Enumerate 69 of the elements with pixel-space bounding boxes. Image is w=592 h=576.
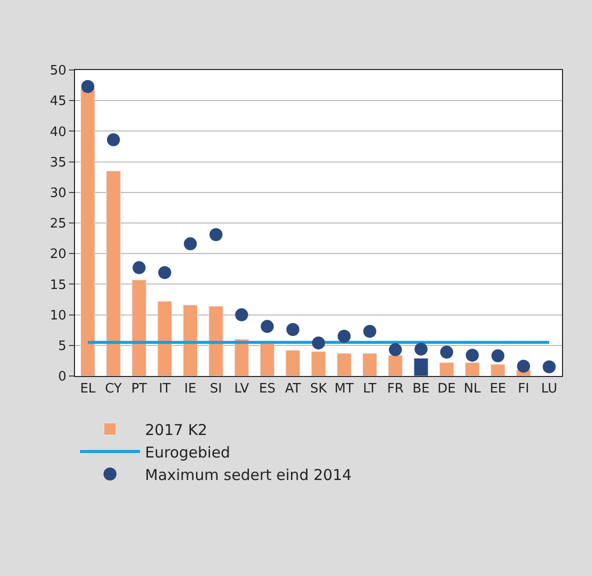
y-tick-label: 30 [50, 186, 66, 201]
bar [464, 362, 480, 376]
point [81, 80, 94, 94]
point [235, 308, 248, 322]
y-tick-label: 10 [50, 308, 66, 324]
point [312, 336, 325, 350]
point [286, 322, 300, 336]
legend-label: Maximum sedert eind 2014 [145, 466, 352, 484]
x-tick-label: LT [363, 382, 377, 397]
bar [336, 353, 352, 376]
y-tick-label: 35 [50, 155, 66, 170]
y-tick-label: 50 [50, 64, 66, 79]
point [260, 320, 274, 333]
x-tick-label: IE [184, 382, 196, 397]
y-tick-label: 0 [58, 370, 66, 385]
point [184, 237, 197, 250]
bar [132, 280, 146, 376]
bar [260, 343, 275, 376]
legend-label: Eurogebied [145, 443, 230, 462]
point [158, 266, 172, 280]
point [466, 348, 479, 362]
point [440, 346, 454, 359]
y-tick-label: 25 [50, 216, 66, 232]
y-tick-label: 40 [50, 124, 66, 140]
point [209, 228, 222, 242]
bar [208, 306, 224, 376]
bar [439, 362, 454, 376]
x-tick-label: MT [334, 382, 354, 397]
x-tick-label: SI [210, 382, 222, 397]
x-tick-label: BE [412, 382, 430, 397]
bar [80, 88, 96, 376]
y-tick-label: 5 [58, 338, 66, 354]
y-tick-label: 15 [50, 278, 66, 293]
x-tick-label: ES [259, 382, 276, 397]
bar [311, 351, 326, 376]
bar [388, 354, 403, 376]
x-tick-label: NL [464, 382, 482, 397]
bar [157, 301, 172, 376]
bar [286, 350, 300, 376]
x-tick-label: EL [80, 382, 96, 397]
point [542, 360, 556, 374]
x-tick-label: CY [105, 382, 122, 397]
x-tick-label: FI [518, 382, 530, 397]
x-tick-label: IT [158, 382, 171, 397]
bar [183, 304, 198, 376]
x-tick-label: LU [541, 382, 558, 397]
bar [490, 364, 506, 376]
point [388, 343, 402, 356]
x-tick-label: PT [131, 382, 148, 397]
bar [234, 339, 249, 376]
point [106, 133, 120, 146]
y-tick-label: 45 [50, 94, 66, 110]
x-tick-label: AT [284, 382, 301, 397]
point [517, 360, 530, 373]
bar [106, 170, 121, 376]
x-tick-label: DE [438, 382, 456, 397]
x-tick-label: EE [490, 382, 506, 397]
y-tick-label: 20 [50, 247, 66, 262]
point [132, 261, 146, 274]
x-tick-label: SK [310, 382, 328, 397]
point [363, 324, 376, 338]
x-tick-label: FR [387, 382, 404, 397]
bar [414, 358, 428, 376]
legend-label: 2017 K2 [145, 420, 208, 439]
x-tick-label: LV [234, 382, 250, 397]
bar [362, 353, 378, 376]
point [491, 349, 504, 362]
point [338, 330, 351, 343]
point [414, 342, 428, 356]
